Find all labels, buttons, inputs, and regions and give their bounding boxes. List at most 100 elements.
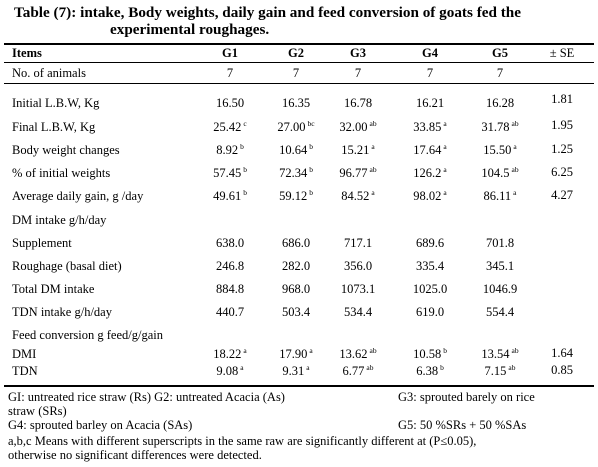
value-supplement-g1: 638.0	[190, 236, 270, 250]
footnote-g4: G4: sprouted barley on Acacia (SAs)	[8, 418, 193, 432]
significance-superscript: a	[513, 187, 517, 197]
se-dmi: 1.64	[551, 346, 573, 360]
significance-superscript: ab	[511, 118, 519, 128]
significance-superscript: ab	[508, 362, 516, 372]
significance-superscript: a	[513, 141, 517, 151]
value-initial-l-b-w-kg-g3: 16.78	[318, 96, 398, 110]
value-number: 126.2	[413, 166, 442, 180]
significance-superscript: c	[243, 118, 247, 128]
row-label-body-weight-changes: Body weight changes	[12, 143, 120, 157]
value-tdn-g5: 7.15 ab	[460, 364, 540, 378]
row-label-total-dm-intake: Total DM intake	[12, 282, 95, 296]
row-label-roughage-basal-diet: Roughage (basal diet)	[12, 259, 122, 273]
significance-superscript: b	[443, 345, 447, 355]
significance-superscript: a	[371, 187, 375, 197]
value-dmi-g5: 13.54 ab	[460, 347, 540, 361]
value-number: 356.0	[343, 259, 373, 273]
value-body-weight-changes-g5: 15.50 a	[460, 143, 540, 157]
value-number: 104.5	[481, 166, 510, 180]
value-number: 72.34	[279, 166, 308, 180]
value-number: 84.52	[341, 189, 370, 203]
table-bottom-rule	[4, 385, 594, 387]
significance-superscript: ab	[366, 362, 374, 372]
value-number: 57.45	[213, 166, 242, 180]
animals-value-g4: 7	[426, 66, 434, 80]
value-average-daily-gain-g-day-g4: 98.02 a	[390, 189, 470, 203]
value-number: 16.21	[415, 96, 445, 110]
value-roughage-basal-diet-g3: 356.0	[318, 259, 398, 273]
value-tdn-intake-g-h-day-g5: 554.4	[460, 305, 540, 319]
column-header-se: ± SE	[549, 46, 575, 60]
animals-value-g1: 7	[226, 66, 234, 80]
table-top-rule	[4, 43, 594, 45]
value-number: 9.31	[282, 364, 305, 378]
se-average-daily-gain-g-day: 4.27	[551, 188, 573, 202]
animals-value-g2: 7	[292, 66, 300, 80]
significance-superscript: a	[243, 345, 247, 355]
value-number: 10.64	[279, 143, 308, 157]
value-average-daily-gain-g-day-g3: 84.52 a	[318, 189, 398, 203]
value-initial-l-b-w-kg-g5: 16.28	[460, 96, 540, 110]
se-initial-l-b-w-kg: 1.81	[551, 92, 573, 106]
value-final-l-b-w-kg-g4: 33.85 a	[390, 120, 470, 134]
value-body-weight-changes-g1: 8.92 b	[190, 143, 270, 157]
significance-superscript: b	[309, 141, 313, 151]
value-of-initial-weights-g4: 126.2 a	[390, 166, 470, 180]
value-average-daily-gain-g-day-g5: 86.11 a	[460, 189, 540, 203]
column-header-g5: G5	[492, 46, 508, 60]
value-supplement-g5: 701.8	[460, 236, 540, 250]
value-tdn-intake-g-h-day-g4: 619.0	[390, 305, 470, 319]
table-title-line-2: experimental roughages.	[110, 21, 270, 38]
value-number: 32.00	[339, 120, 368, 134]
value-number: 686.0	[281, 236, 311, 250]
value-number: 13.62	[339, 347, 368, 361]
animals-value-g5: 7	[496, 66, 504, 80]
value-roughage-basal-diet-g1: 246.8	[190, 259, 270, 273]
value-initial-l-b-w-kg-g2: 16.35	[256, 96, 336, 110]
value-body-weight-changes-g2: 10.64 b	[256, 143, 336, 157]
significance-superscript: a	[306, 362, 310, 372]
significance-superscript: ab	[511, 164, 519, 174]
value-number: 16.78	[343, 96, 373, 110]
animals-value-g3: 7	[354, 66, 362, 80]
significance-superscript: a	[240, 362, 244, 372]
value-number: 59.12	[279, 189, 308, 203]
value-tdn-g3: 6.77 ab	[318, 364, 398, 378]
value-number: 554.4	[485, 305, 515, 319]
value-body-weight-changes-g4: 17.64 a	[390, 143, 470, 157]
value-total-dm-intake-g5: 1046.9	[460, 282, 540, 296]
value-number: 9.08	[216, 364, 239, 378]
value-tdn-g4: 6.38 b	[390, 364, 470, 378]
value-number: 86.11	[483, 189, 512, 203]
value-roughage-basal-diet-g2: 282.0	[256, 259, 336, 273]
value-number: 13.54	[481, 347, 510, 361]
value-of-initial-weights-g5: 104.5 ab	[460, 166, 540, 180]
value-number: 1025.0	[412, 282, 448, 296]
value-total-dm-intake-g3: 1073.1	[318, 282, 398, 296]
value-supplement-g3: 717.1	[318, 236, 398, 250]
significance-superscript: b	[309, 187, 313, 197]
value-number: 8.92	[216, 143, 239, 157]
value-number: 96.77	[339, 166, 368, 180]
se-final-l-b-w-kg: 1.95	[551, 118, 573, 132]
value-number: 1073.1	[340, 282, 376, 296]
value-final-l-b-w-kg-g2: 27.00 bc	[256, 120, 336, 134]
value-roughage-basal-diet-g4: 335.4	[390, 259, 470, 273]
value-number: 6.38	[416, 364, 439, 378]
value-tdn-intake-g-h-day-g2: 503.4	[256, 305, 336, 319]
row-label-initial-l-b-w-kg: Initial L.B.W, Kg	[12, 96, 100, 110]
row-label-final-l-b-w-kg: Final L.B.W, Kg	[12, 120, 96, 134]
significance-superscript: ab	[369, 345, 377, 355]
row-label-tdn-intake-g-h-day: TDN intake g/h/day	[12, 305, 112, 319]
value-number: 689.6	[415, 236, 445, 250]
footnote-g5: G5: 50 %SRs + 50 %SAs	[398, 418, 527, 432]
significance-superscript: b	[309, 164, 313, 174]
table-title: Table (7): intake, Body weights, daily g…	[0, 4, 598, 38]
se-body-weight-changes: 1.25	[551, 142, 573, 156]
value-dmi-g1: 18.22 a	[190, 347, 270, 361]
value-number: 16.50	[215, 96, 245, 110]
table-title-line-1: Table (7): intake, Body weights, daily g…	[14, 4, 521, 21]
row-label-dmi: DMI	[12, 347, 37, 361]
significance-superscript: b	[240, 141, 244, 151]
value-body-weight-changes-g3: 15.21 a	[318, 143, 398, 157]
